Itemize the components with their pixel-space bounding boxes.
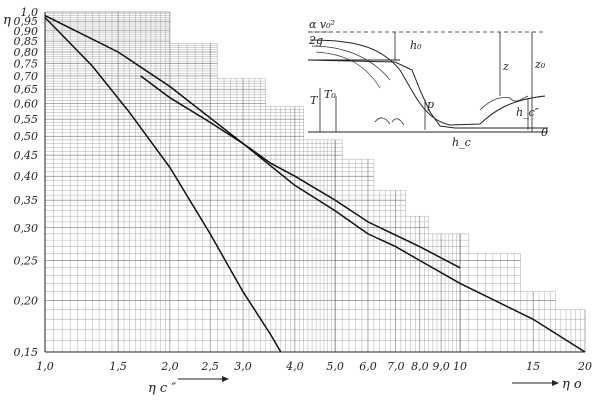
x-tick-label: 15 <box>526 360 540 373</box>
y-tick-label: 0,75 <box>14 58 39 71</box>
y-tick-label: 0,70 <box>14 70 39 83</box>
y-tick-label: 0,30 <box>14 222 39 235</box>
x-axis-title-right: η o <box>562 377 582 392</box>
y-tick-label: 0,60 <box>14 98 39 111</box>
inset-label-h0: h₀ <box>410 39 422 52</box>
y-tick-label: 0,65 <box>14 83 39 96</box>
y-tick-label: 0,50 <box>14 130 39 143</box>
inset-label-z: z <box>502 60 509 73</box>
curves <box>44 14 586 353</box>
inset-label-T: T <box>310 94 319 107</box>
grid <box>44 11 586 353</box>
x-tick-label: 9,0 <box>432 360 450 373</box>
inset-label-hc: h_c <box>452 136 471 149</box>
inset-label-z0: z₀ <box>534 58 546 71</box>
x-tick-label: 1,5 <box>109 360 127 373</box>
x-tick-label: 10 <box>453 360 467 373</box>
hydraulic-jump-sketch: α v₀² 2g h₀ z z₀ T T₀ p h_c h_c″ 0 <box>306 18 550 149</box>
curve-1 <box>44 16 282 353</box>
left-arrow <box>178 376 229 382</box>
tick-labels: 1,00,950,900,850,800,750,700,650,600,550… <box>14 6 593 373</box>
inset-label-p: p <box>427 98 434 111</box>
x-tick-label: 5,0 <box>326 360 344 373</box>
inset-label-T0: T₀ <box>324 88 336 101</box>
y-tick-label: 0,20 <box>14 294 39 307</box>
x-tick-label: 6,0 <box>359 360 377 373</box>
y-tick-label: 0,55 <box>14 113 39 126</box>
x-tick-label: 4,0 <box>285 360 304 373</box>
right-arrow <box>512 380 559 386</box>
y-tick-label: 0,35 <box>14 194 39 207</box>
x-axis-title-left: η c ″ <box>148 381 176 396</box>
y-tick-label: 0,90 <box>14 25 39 38</box>
y-tick-label: 0,80 <box>14 46 39 59</box>
x-tick-label: 2,5 <box>200 360 219 373</box>
y-tick-label: 1,0 <box>21 6 39 19</box>
y-tick-label: 0,40 <box>14 170 39 183</box>
x-tick-label: 3,0 <box>234 360 252 373</box>
x-tick-label: 20 <box>577 360 592 373</box>
curve-2 <box>44 14 586 353</box>
inset-label-zero: 0 <box>541 126 548 139</box>
y-tick-label: 0,25 <box>14 254 39 267</box>
y-tick-label: 0,95 <box>14 15 39 28</box>
inset-label-2g: 2g <box>308 34 323 47</box>
y-tick-label: 0,85 <box>14 35 39 48</box>
y-tick-label: 0,45 <box>14 149 39 162</box>
y-axis-title: η <box>3 13 11 28</box>
x-tick-label: 7,0 <box>387 360 405 373</box>
y-tick-label: 0,15 <box>14 346 39 359</box>
curve-3 <box>140 75 461 269</box>
x-tick-label: 1,0 <box>36 360 54 373</box>
x-tick-label: 8,0 <box>411 360 429 373</box>
inset-label-hc2: h_c″ <box>516 106 540 119</box>
inset-label-velocity-head: α v₀² <box>309 18 335 31</box>
x-tick-label: 2,0 <box>160 360 179 373</box>
